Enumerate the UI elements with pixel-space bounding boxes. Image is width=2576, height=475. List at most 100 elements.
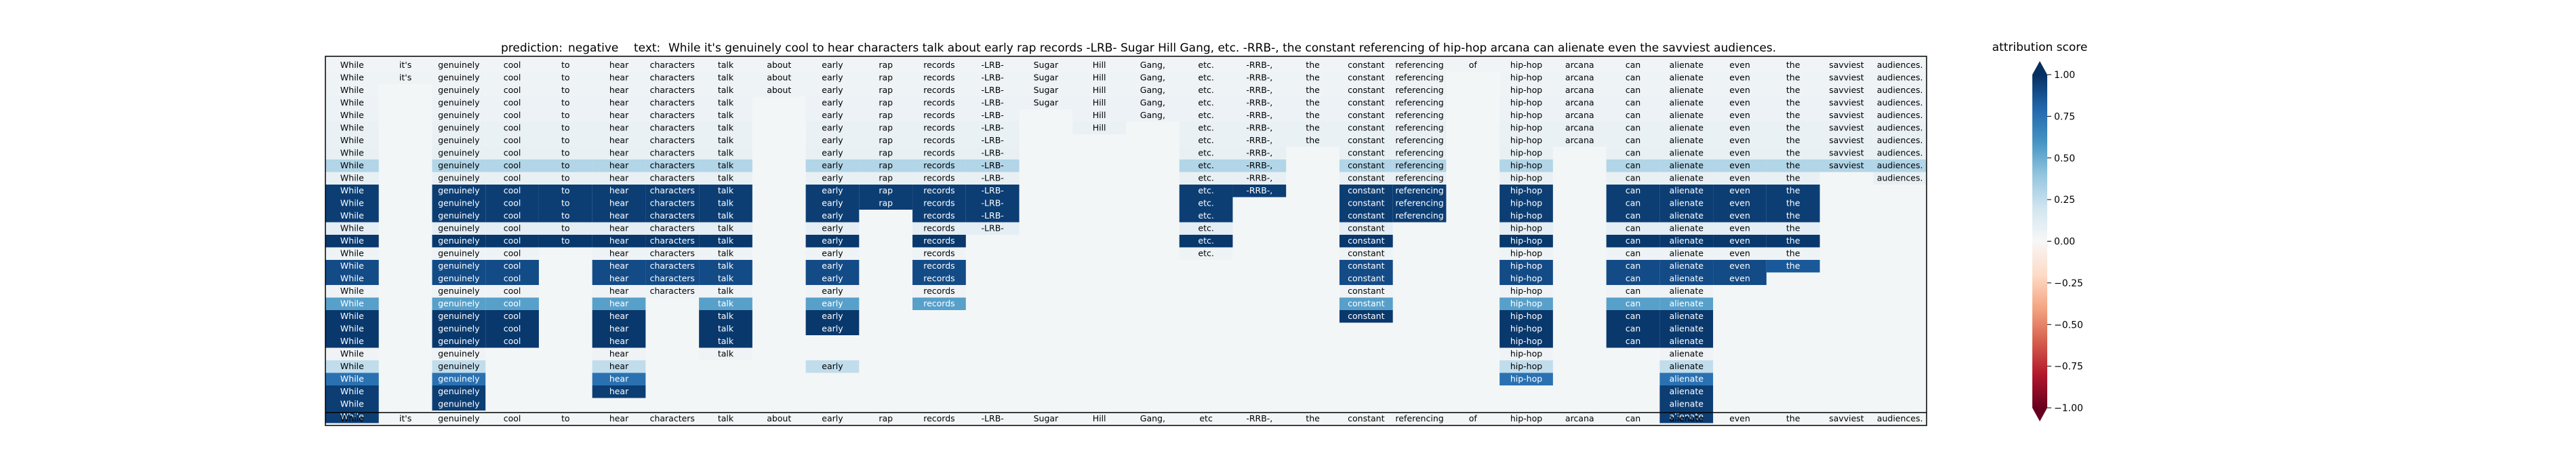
heatmap-cell bbox=[1500, 96, 1553, 109]
token-label: can bbox=[1626, 172, 1641, 183]
heatmap-cell bbox=[1232, 109, 1287, 122]
heatmap-cell bbox=[1606, 109, 1660, 122]
token-label: constant bbox=[1348, 135, 1384, 145]
heatmap-cell bbox=[1659, 360, 1714, 373]
token-label: records bbox=[923, 185, 954, 195]
heatmap-cell bbox=[805, 109, 860, 122]
token-label: hear bbox=[609, 60, 629, 70]
heatmap-cell bbox=[1766, 210, 1820, 223]
heatmap-cell bbox=[485, 172, 539, 185]
heatmap-cell bbox=[912, 147, 966, 159]
token-label: etc. bbox=[1198, 122, 1213, 132]
token-label: hip-hop bbox=[1510, 97, 1542, 107]
token-label: alienate bbox=[1669, 172, 1704, 183]
heatmap-cell bbox=[325, 134, 379, 147]
token-label: -RRB-, bbox=[1246, 172, 1272, 183]
token-label: can bbox=[1626, 336, 1641, 346]
token-label: cool bbox=[504, 248, 521, 258]
heatmap-cell bbox=[859, 71, 913, 84]
heatmap-cell bbox=[752, 71, 806, 84]
heatmap-cell bbox=[538, 235, 592, 248]
heatmap-cell bbox=[485, 121, 539, 134]
token-label: -RRB-, bbox=[1246, 72, 1272, 82]
heatmap-cell bbox=[1552, 84, 1607, 97]
token-label: alienate bbox=[1669, 72, 1704, 82]
heatmap-cell bbox=[699, 310, 752, 323]
token-label: early bbox=[822, 223, 843, 233]
heatmap-cell bbox=[1179, 59, 1233, 72]
heatmap-cell bbox=[1446, 59, 1500, 72]
token-label: constant bbox=[1348, 122, 1384, 132]
heatmap-cell bbox=[699, 96, 752, 109]
heatmap-cell bbox=[1392, 147, 1447, 159]
token-label: can bbox=[1626, 248, 1641, 258]
heatmap-cell bbox=[1019, 84, 1073, 97]
token-label: hear bbox=[609, 110, 629, 120]
token-label: talk bbox=[718, 323, 734, 333]
chart-title: prediction: negative text: While it's ge… bbox=[501, 41, 1776, 55]
token-label: to bbox=[561, 97, 570, 107]
heatmap-cell bbox=[325, 347, 379, 360]
token-label: savviest bbox=[1829, 160, 1864, 170]
token-label: -LRB- bbox=[982, 223, 1004, 233]
heatmap-cell bbox=[1500, 197, 1553, 210]
token-label: characters bbox=[650, 185, 695, 195]
token-label: can bbox=[1626, 110, 1641, 120]
heatmap-cell bbox=[538, 197, 592, 210]
token-label: even bbox=[1729, 122, 1750, 132]
token-label: referencing bbox=[1395, 122, 1443, 132]
token-label: talk bbox=[718, 286, 734, 296]
heatmap-cell bbox=[1659, 222, 1714, 235]
heatmap-cell bbox=[1179, 96, 1233, 109]
token-label: the bbox=[1786, 72, 1800, 82]
token-label: to bbox=[561, 72, 570, 82]
heatmap-cell bbox=[1339, 210, 1393, 223]
token-label: While bbox=[340, 197, 364, 208]
token-label: cool bbox=[504, 197, 521, 208]
heatmap-cell bbox=[592, 185, 646, 197]
token-label: the bbox=[1786, 97, 1800, 107]
token-label: hip-hop bbox=[1510, 373, 1542, 383]
token-label: referencing bbox=[1395, 172, 1443, 183]
token-label: savviest bbox=[1829, 147, 1864, 157]
token-label: records bbox=[923, 273, 954, 283]
token-label: cool bbox=[504, 336, 521, 346]
token-label: cool bbox=[504, 223, 521, 233]
token-label: alienate bbox=[1669, 336, 1704, 346]
token-label: While bbox=[340, 97, 364, 107]
token-label: can bbox=[1626, 160, 1641, 170]
token-label: constant bbox=[1348, 235, 1384, 246]
token-label: characters bbox=[650, 197, 695, 208]
token-label: Sugar bbox=[1034, 72, 1059, 82]
token-label: savviest bbox=[1829, 85, 1864, 95]
token-label: alienate bbox=[1669, 373, 1704, 383]
reference-token: talk bbox=[718, 413, 734, 423]
heatmap-cell bbox=[1766, 71, 1820, 84]
heatmap-cell bbox=[432, 297, 486, 310]
token-label: the bbox=[1786, 135, 1800, 145]
token-label: referencing bbox=[1395, 85, 1443, 95]
token-label: audiences. bbox=[1877, 172, 1923, 183]
token-label: While bbox=[340, 85, 364, 95]
token-label: Sugar bbox=[1034, 85, 1059, 95]
token-label: can bbox=[1626, 223, 1641, 233]
reference-token: of bbox=[1469, 413, 1478, 423]
token-label: early bbox=[822, 135, 843, 145]
token-label: early bbox=[822, 323, 843, 333]
heatmap-cell bbox=[912, 197, 966, 210]
heatmap-cell bbox=[1713, 147, 1767, 159]
heatmap-cell bbox=[699, 260, 752, 273]
token-label: -LRB- bbox=[982, 147, 1004, 157]
token-label: While bbox=[340, 361, 364, 371]
heatmap-cell bbox=[1713, 59, 1767, 72]
token-label: hip-hop bbox=[1510, 223, 1542, 233]
heatmap-cell bbox=[1713, 197, 1767, 210]
token-label: can bbox=[1626, 286, 1641, 296]
token-label: the bbox=[1306, 110, 1320, 120]
reference-token: constant bbox=[1348, 413, 1384, 423]
token-label: can bbox=[1626, 210, 1641, 221]
colorbar-tick-label: −1.00 bbox=[2054, 403, 2083, 414]
heatmap-cell bbox=[1766, 134, 1820, 147]
heatmap-cell bbox=[1392, 71, 1447, 84]
token-label: talk bbox=[718, 248, 734, 258]
